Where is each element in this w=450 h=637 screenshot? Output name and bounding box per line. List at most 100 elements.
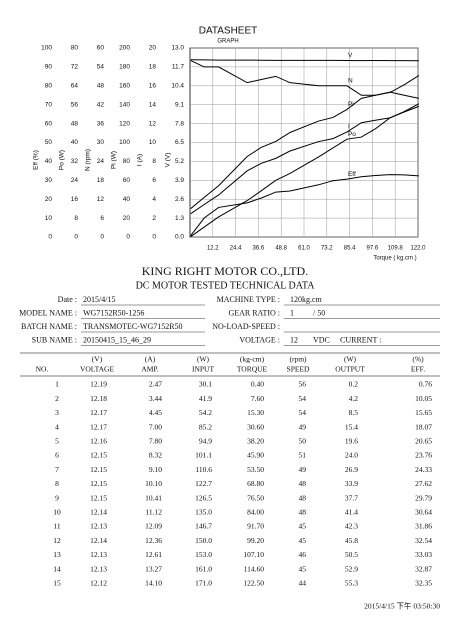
y-tick-label: 7.8 (175, 120, 184, 127)
y-tick-label: 30 (97, 139, 105, 146)
y-tick-label: 90 (45, 64, 53, 71)
y-axis-label: Pi (W) (111, 151, 118, 169)
table-cell: 12.12 (90, 579, 107, 588)
info-value: WG7152R50-1256 (83, 308, 144, 317)
table-cell: 32.87 (415, 564, 432, 573)
table-cell: 45 (299, 564, 307, 573)
info-value: 12 (290, 335, 298, 344)
table-cell: 20.65 (415, 437, 432, 446)
table-cell: 94.9 (199, 437, 212, 446)
y-tick-label: 16 (71, 196, 79, 203)
series-label: Eff (348, 171, 356, 178)
y-tick-label: 48 (97, 83, 105, 90)
info-label: GEAR RATIO : (228, 308, 280, 317)
table-cell: 52.9 (345, 564, 358, 573)
y-tick-label: 32 (71, 158, 79, 165)
info-value: TRANSMOTEC-WG7152R50 (83, 322, 183, 331)
series-line (190, 103, 420, 215)
x-tick-label: 12.2 (207, 246, 219, 252)
table-cell: 8 (55, 479, 59, 488)
unit-header: (rpm) (289, 355, 307, 364)
table-cell: 38.20 (247, 437, 264, 446)
y-tick-label: 80 (123, 158, 131, 165)
y-tick-label: 10 (45, 215, 53, 222)
table-cell: 0.76 (419, 380, 432, 389)
table-cell: 48 (299, 508, 307, 517)
table-cell: 12.15 (90, 465, 107, 474)
subtitle: GRAPH (217, 39, 238, 45)
table-cell: 10 (53, 508, 61, 517)
info-suffix: VDC (313, 335, 330, 344)
table-cell: 7 (55, 465, 59, 474)
y-tick-label: 60 (97, 45, 105, 52)
y-tick-label: 20 (45, 196, 53, 203)
table-cell: 54.2 (199, 408, 212, 417)
series-label: V (348, 52, 353, 59)
unit-header: (W) (197, 355, 210, 364)
y-axis-label: Po (W) (59, 150, 66, 170)
y-tick-label: 2.6 (175, 196, 184, 203)
y-tick-label: 48 (71, 120, 79, 127)
table-cell: 56 (299, 380, 307, 389)
table-cell: 122.7 (195, 479, 212, 488)
info-value: 120kg.cm (290, 295, 323, 304)
table-cell: 11.12 (145, 508, 162, 517)
y-tick-label: 100 (41, 45, 52, 52)
y-tick-label: 100 (119, 139, 130, 146)
y-tick-label: 40 (123, 196, 131, 203)
table-cell: 33.03 (415, 550, 432, 559)
y-tick-label: 20 (123, 215, 131, 222)
unit-header: (A) (145, 355, 156, 364)
unit-header: (%) (412, 355, 424, 364)
y-tick-label: 20 (149, 45, 157, 52)
y-tick-label: 8 (152, 158, 156, 165)
table-cell: 15 (53, 579, 61, 588)
table-cell: 15.30 (247, 408, 264, 417)
y-tick-label: 8 (74, 215, 78, 222)
table-cell: 12.19 (90, 380, 107, 389)
table-cell: 7.60 (251, 394, 264, 403)
y-tick-label: 4 (152, 196, 156, 203)
y-tick-label: 42 (97, 101, 105, 108)
table-cell: 23.76 (415, 451, 432, 460)
y-tick-label: 6 (152, 177, 156, 184)
y-tick-label: 72 (71, 64, 79, 71)
y-tick-label: 24 (71, 177, 79, 184)
table-cell: 18.07 (415, 422, 432, 431)
y-tick-label: 24 (97, 158, 105, 165)
table-cell: 114.60 (244, 564, 265, 573)
table-cell: 10.10 (145, 479, 162, 488)
series-line (190, 59, 419, 62)
table-cell: 44 (299, 579, 307, 588)
title: DATASHEET (199, 26, 258, 37)
document-title: DC MOTOR TESTED TECHNICAL DATA (136, 280, 316, 291)
table-cell: 26.9 (345, 465, 358, 474)
y-tick-label: 2 (152, 215, 156, 222)
y-tick-label: 60 (45, 120, 53, 127)
y-tick-label: 40 (71, 139, 79, 146)
x-tick-label: 61.0 (298, 246, 310, 252)
table-cell: 33.9 (345, 479, 358, 488)
y-tick-label: 64 (71, 83, 79, 90)
table-cell: 12.18 (90, 394, 107, 403)
table-cell: 30.64 (415, 508, 432, 517)
table-cell: 50.5 (345, 550, 358, 559)
table-cell: 150.0 (195, 536, 212, 545)
table-cell: 2 (55, 394, 59, 403)
table-cell: 37.7 (345, 493, 358, 502)
x-tick-label: 48.8 (275, 246, 287, 252)
company: KING RIGHT MOTOR CO.,LTD. (142, 264, 308, 278)
table-cell: 13 (53, 550, 61, 559)
series-label: Pi (348, 101, 354, 108)
y-tick-label: 0.0 (175, 234, 184, 241)
table-cell: 14 (53, 564, 61, 573)
table-cell: 99.20 (247, 536, 264, 545)
table-cell: 84.00 (247, 508, 264, 517)
table-cell: 32.35 (415, 579, 432, 588)
table-cell: 12.09 (145, 522, 162, 531)
table-cell: 171.0 (195, 579, 212, 588)
series-label: N (348, 78, 353, 85)
table-cell: 42.3 (345, 522, 358, 531)
footer-timestamp: 2015/4/15 下午 03:50:30 (364, 601, 440, 611)
table-cell: 91.70 (247, 522, 264, 531)
